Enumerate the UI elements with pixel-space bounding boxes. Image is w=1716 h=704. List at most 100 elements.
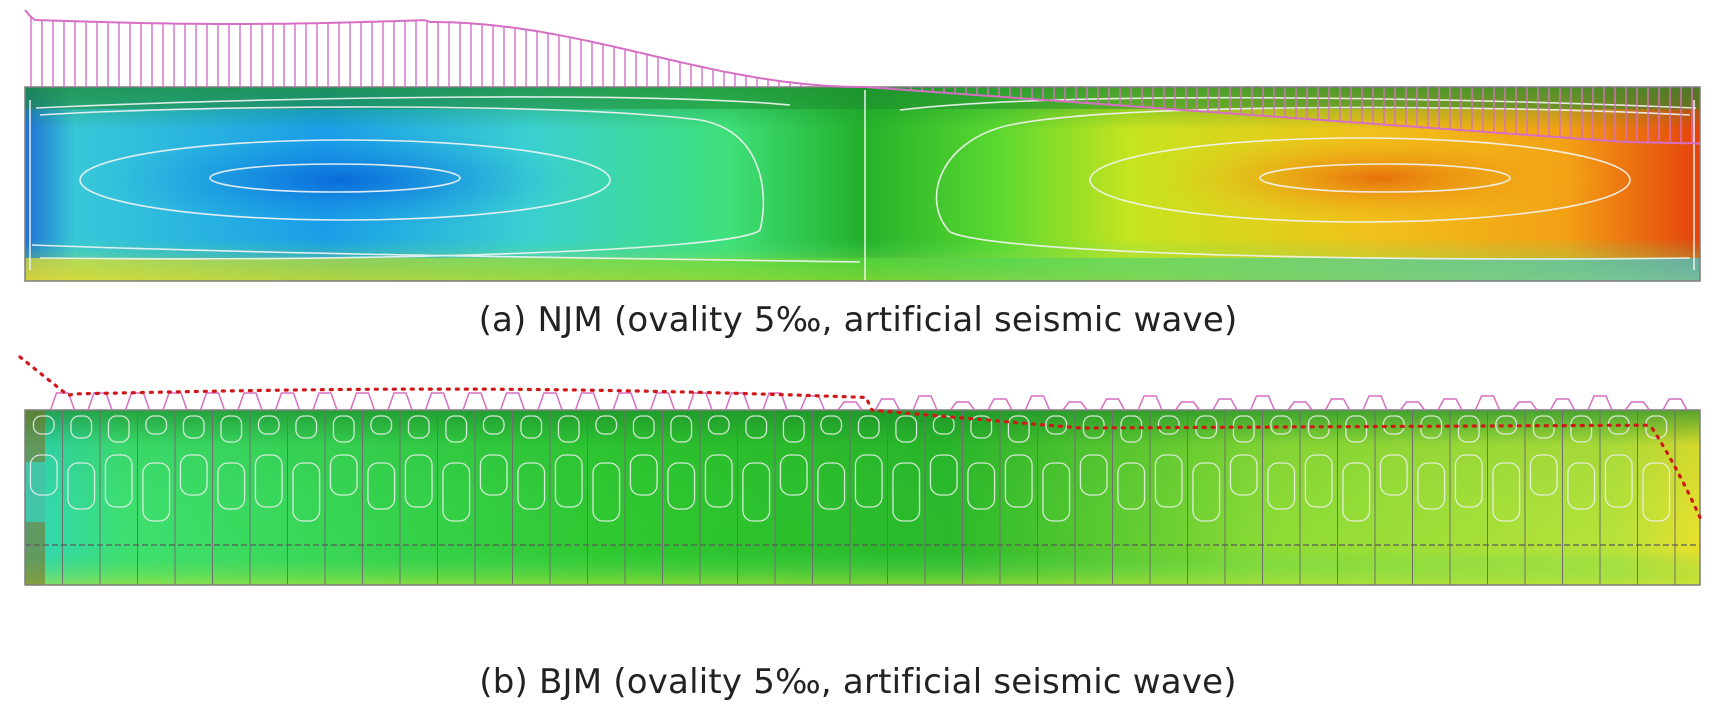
force-spike [987, 398, 1013, 411]
contour-loop [1267, 462, 1296, 510]
contour-loop [482, 415, 505, 435]
force-spike [537, 392, 563, 411]
force-spike [912, 395, 938, 411]
force-spike [462, 392, 488, 411]
contour-loop [1270, 415, 1293, 435]
contour-loop [220, 415, 243, 443]
contour-loop [217, 462, 246, 510]
force-spike [724, 392, 751, 411]
force-spike [1174, 401, 1201, 411]
force-spike [1249, 395, 1276, 411]
contour-loop [857, 415, 880, 439]
njm-stress-contour-plot [24, 9, 1701, 282]
force-hatching [30, 17, 1693, 144]
panel-njm: (a) NJM (ovality 5‰, artificial seismic … [24, 9, 1701, 340]
force-spike [799, 395, 826, 411]
contour-loop [1232, 415, 1255, 443]
force-spikes [49, 392, 1688, 411]
contour-loop [1304, 454, 1333, 508]
panel-bjm: (b) BJM (ovality 5‰, artificial seismic … [0, 352, 1716, 704]
contour-loop [629, 454, 658, 496]
contour-loop [779, 454, 808, 496]
top-band [25, 87, 1700, 109]
force-spike [1137, 395, 1163, 411]
contour-loop [1457, 415, 1480, 443]
contour-loop [1042, 462, 1071, 522]
segment-joints [62, 410, 1676, 585]
contour-loop [1495, 415, 1518, 435]
contour-loop [1379, 454, 1408, 496]
contour-loop [32, 415, 55, 435]
contour-loop [1229, 454, 1258, 496]
contour-loop [104, 454, 133, 508]
force-spike [1587, 395, 1613, 411]
contour-loop [1345, 415, 1368, 443]
contour-loop [367, 462, 396, 510]
contour-loop [820, 415, 843, 435]
contour-loop [1192, 462, 1221, 522]
contour-loop [292, 462, 321, 522]
force-spike [1474, 395, 1501, 411]
contour-loop [329, 454, 358, 496]
contour-loop [1454, 454, 1483, 508]
contour-loop [742, 462, 771, 522]
contour-loop [745, 415, 768, 439]
force-spike [124, 392, 151, 411]
contour-loop [817, 462, 846, 510]
force-spike [574, 392, 601, 411]
force-spike [1099, 398, 1126, 411]
caption-njm: (a) NJM (ovality 5‰, artificial seismic … [478, 300, 1238, 340]
contour-loop [1645, 415, 1668, 439]
force-spike [1624, 401, 1651, 411]
force-spike [1324, 398, 1351, 411]
contour-loop [1567, 462, 1596, 510]
contour-loop [1045, 415, 1068, 435]
caption-bjm: (b) BJM (ovality 5‰, artificial seismic … [479, 662, 1237, 702]
contour-loop [854, 454, 883, 508]
contour-loop [179, 454, 208, 496]
force-spike [1437, 398, 1463, 411]
contour-loop [592, 462, 621, 522]
contour-lines [29, 415, 1671, 522]
force-spike [837, 401, 863, 411]
contour-loop [554, 454, 583, 508]
force-spike [1362, 395, 1388, 411]
contour-loop [257, 415, 280, 435]
dotted-force-envelope [18, 355, 1702, 519]
tension-core [1150, 128, 1610, 228]
contour-loop [782, 415, 805, 443]
contour-loop [520, 415, 543, 439]
contour-loop [704, 454, 733, 508]
contour-loop [332, 415, 355, 443]
contour-loop [517, 462, 546, 510]
contour-field-shading [25, 410, 1700, 585]
force-spike [1062, 401, 1088, 411]
contour-loop [632, 415, 655, 439]
contour-loop [557, 415, 580, 443]
contour-loop [1004, 454, 1033, 508]
contour-loop [670, 415, 693, 443]
force-spike [199, 392, 226, 411]
force-spike [499, 392, 526, 411]
force-spike [1662, 398, 1688, 411]
force-spike [1287, 401, 1313, 411]
contour-loop [595, 415, 618, 435]
contour-loop [67, 462, 96, 510]
contour-loop [1417, 462, 1446, 510]
force-spike [162, 392, 188, 411]
contour-loop [1604, 454, 1633, 508]
contour-loop [1492, 462, 1521, 522]
contour-loop [445, 415, 468, 443]
force-spike [387, 392, 413, 411]
contour-loop [182, 415, 205, 439]
force-spike [762, 392, 788, 411]
contour-loop [145, 415, 168, 435]
contour-loop [1157, 415, 1180, 435]
contour-loop [254, 454, 283, 508]
contour-loop [929, 454, 958, 496]
contour-loop [1007, 415, 1030, 443]
tunnel-frame [24, 409, 1701, 586]
contour-loop [892, 462, 921, 522]
contour-loop [970, 415, 993, 439]
force-spike [1399, 401, 1426, 411]
